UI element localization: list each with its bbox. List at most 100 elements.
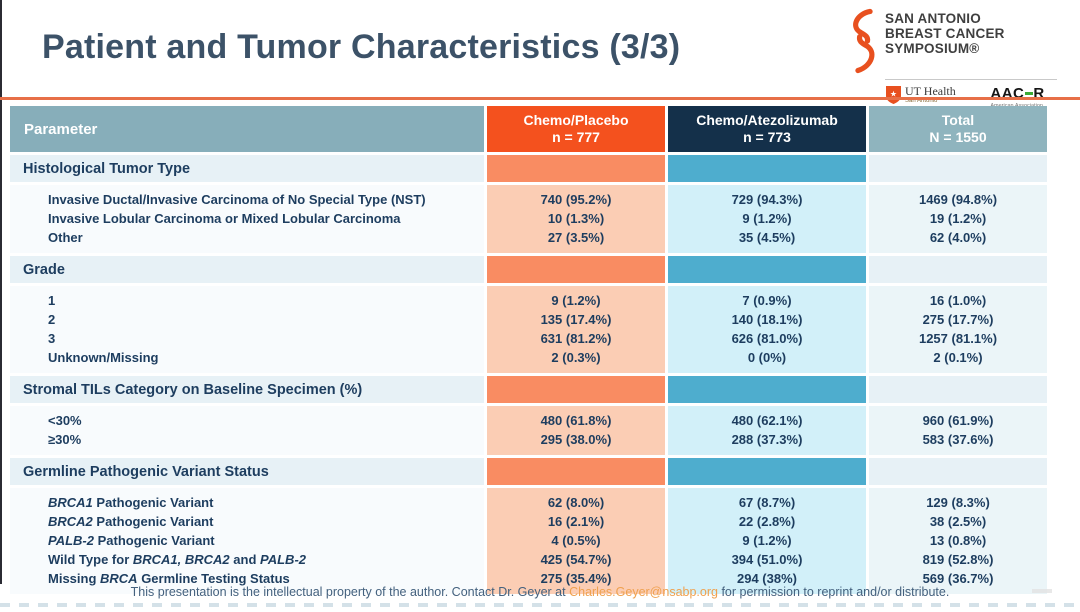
sabcs-logo: SAN ANTONIO BREAST CANCER SYMPOSIUM® ★ U… (848, 8, 1066, 119)
cell-value: 62 (4.0%) (929, 230, 987, 245)
values-chemo-placebo: 9 (1.2%) 135 (17.4%) 631 (81.2%) 2 (0.3%) (487, 286, 665, 373)
sabcs-ribbon-icon (848, 8, 880, 74)
cell-value: 626 (81.0%) (731, 331, 803, 346)
row-label: 1 (48, 293, 56, 308)
cell-value: 275 (35.4%) (540, 571, 612, 586)
characteristics-table: Parameter Chemo/Placebo n = 777 Chemo/At… (10, 106, 1047, 594)
contact-email-link[interactable]: Charles.Geyer@nsabp.org (569, 585, 718, 599)
cell-value: 729 (94.3%) (731, 192, 803, 207)
row-label: Invasive Lobular Carcinoma or Mixed Lobu… (48, 211, 401, 226)
column-header-chemo-placebo: Chemo/Placebo n = 777 (487, 106, 665, 152)
row-label: Missing BRCA Germline Testing Status (48, 571, 290, 586)
values-total: 960 (61.9%) 583 (37.6%) (869, 406, 1047, 455)
cell-value: 2 (0.1%) (933, 350, 983, 365)
cell-value: 10 (1.3%) (547, 211, 605, 226)
section-band-total (869, 155, 1047, 182)
values-chemo-atezolizumab: 729 (94.3%) 9 (1.2%) 35 (4.5%) (668, 185, 866, 253)
values-chemo-placebo: 740 (95.2%) 10 (1.3%) 27 (3.5%) (487, 185, 665, 253)
row-labels: BRCA1 Pathogenic Variant BRCA2 Pathogenic… (10, 488, 484, 594)
values-chemo-atezolizumab: 480 (62.1%) 288 (37.3%) (668, 406, 866, 455)
cell-value: 140 (18.1%) (731, 312, 803, 327)
cell-value: 38 (2.5%) (929, 514, 987, 529)
header-line: Chemo/Placebo (523, 112, 629, 128)
cell-value: 819 (52.8%) (922, 552, 994, 567)
section-title: Germline Pathogenic Variant Status (10, 458, 484, 485)
org-line-2: BREAST CANCER (885, 26, 1005, 41)
cell-value: 0 (0%) (747, 350, 787, 365)
cell-value: 7 (0.9%) (742, 293, 792, 308)
cell-value: 35 (4.5%) (738, 230, 796, 245)
cell-value: 275 (17.7%) (922, 312, 994, 327)
footer-text-after: for permission to reprint and/or distrib… (717, 585, 950, 599)
logo-divider (885, 79, 1057, 80)
org-line-3: SYMPOSIUM® (885, 41, 980, 56)
section-title: Stromal TILs Category on Baseline Specim… (10, 376, 484, 403)
row-labels: Invasive Ductal/Invasive Carcinoma of No… (10, 185, 484, 253)
section-band-chemo-placebo (487, 155, 665, 182)
values-chemo-atezolizumab: 7 (0.9%) 140 (18.1%) 626 (81.0%) 0 (0%) (668, 286, 866, 373)
cell-value: 129 (8.3%) (926, 495, 990, 510)
row-labels: 1 2 3 Unknown/Missing (10, 286, 484, 373)
row-label: Other (48, 230, 83, 245)
row-label: BRCA2 Pathogenic Variant (48, 514, 214, 529)
cell-value: 583 (37.6%) (922, 432, 994, 447)
row-label: Wild Type for BRCA1, BRCA2 and PALB-2 (48, 552, 306, 567)
cell-value: 480 (62.1%) (731, 413, 803, 428)
cell-value: 9 (1.2%) (742, 211, 792, 226)
cell-value: 960 (61.9%) (922, 413, 994, 428)
section-band-total (869, 458, 1047, 485)
values-total: 16 (1.0%) 275 (17.7%) 1257 (81.1%) 2 (0.1%) (869, 286, 1047, 373)
bottom-dashed-line (0, 603, 1080, 607)
slide-left-edge (0, 0, 2, 584)
cell-value: 1469 (94.8%) (918, 192, 998, 207)
row-label: Invasive Ductal/Invasive Carcinoma of No… (48, 192, 426, 207)
svg-text:★: ★ (890, 90, 897, 99)
section-band-chemo-atezolizumab (668, 376, 866, 403)
cell-value: 569 (36.7%) (922, 571, 994, 586)
footer-copyright: This presentation is the intellectual pr… (0, 585, 1080, 599)
page-title: Patient and Tumor Characteristics (3/3) (42, 28, 681, 66)
watermark (1032, 589, 1052, 593)
cell-value: 425 (54.7%) (540, 552, 612, 567)
row-label: 3 (48, 331, 56, 346)
cell-value: 631 (81.2%) (540, 331, 612, 346)
column-header-total: Total N = 1550 (869, 106, 1047, 152)
header-line: n = 777 (552, 129, 600, 145)
section-band-total (869, 256, 1047, 283)
cell-value: 2 (0.3%) (551, 350, 601, 365)
row-label: 2 (48, 312, 56, 327)
column-header-chemo-atezolizumab: Chemo/Atezolizumab n = 773 (668, 106, 866, 152)
cell-value: 394 (51.0%) (731, 552, 803, 567)
cell-value: 4 (0.5%) (551, 533, 601, 548)
ut-health-shield-icon: ★ (885, 85, 902, 105)
section-band-chemo-placebo (487, 256, 665, 283)
row-label: ≥30% (48, 432, 82, 447)
cell-value: 740 (95.2%) (540, 192, 612, 207)
cell-value: 27 (3.5%) (547, 230, 605, 245)
row-label: PALB-2 Pathogenic Variant (48, 533, 215, 548)
row-label: Unknown/Missing (48, 350, 159, 365)
row-labels: <30% ≥30% (10, 406, 484, 455)
ut-health-name: UT Health (905, 84, 956, 98)
cell-value: 9 (1.2%) (742, 533, 792, 548)
cell-value: 67 (8.7%) (738, 495, 796, 510)
title-divider-rule (0, 97, 1080, 100)
row-label: <30% (48, 413, 82, 428)
values-total: 129 (8.3%) 38 (2.5%) 13 (0.8%) 819 (52.8%) 5… (869, 488, 1047, 594)
cell-value: 9 (1.2%) (551, 293, 601, 308)
section-band-chemo-atezolizumab (668, 458, 866, 485)
values-chemo-placebo: 480 (61.8%) 295 (38.0%) (487, 406, 665, 455)
cell-value: 13 (0.8%) (929, 533, 987, 548)
section-band-chemo-atezolizumab (668, 256, 866, 283)
footer-text-before: This presentation is the intellectual pr… (130, 585, 570, 599)
column-header-parameter: Parameter (10, 106, 484, 152)
header-line: N = 1550 (929, 129, 987, 145)
cell-value: 135 (17.4%) (540, 312, 612, 327)
section-band-total (869, 376, 1047, 403)
values-chemo-placebo: 62 (8.0%) 16 (2.1%) 4 (0.5%) 425 (54.7%) 275… (487, 488, 665, 594)
cell-value: 62 (8.0%) (547, 495, 605, 510)
cell-value: 19 (1.2%) (929, 211, 987, 226)
ut-health-sub: San Antonio (905, 98, 938, 104)
section-band-chemo-atezolizumab (668, 155, 866, 182)
